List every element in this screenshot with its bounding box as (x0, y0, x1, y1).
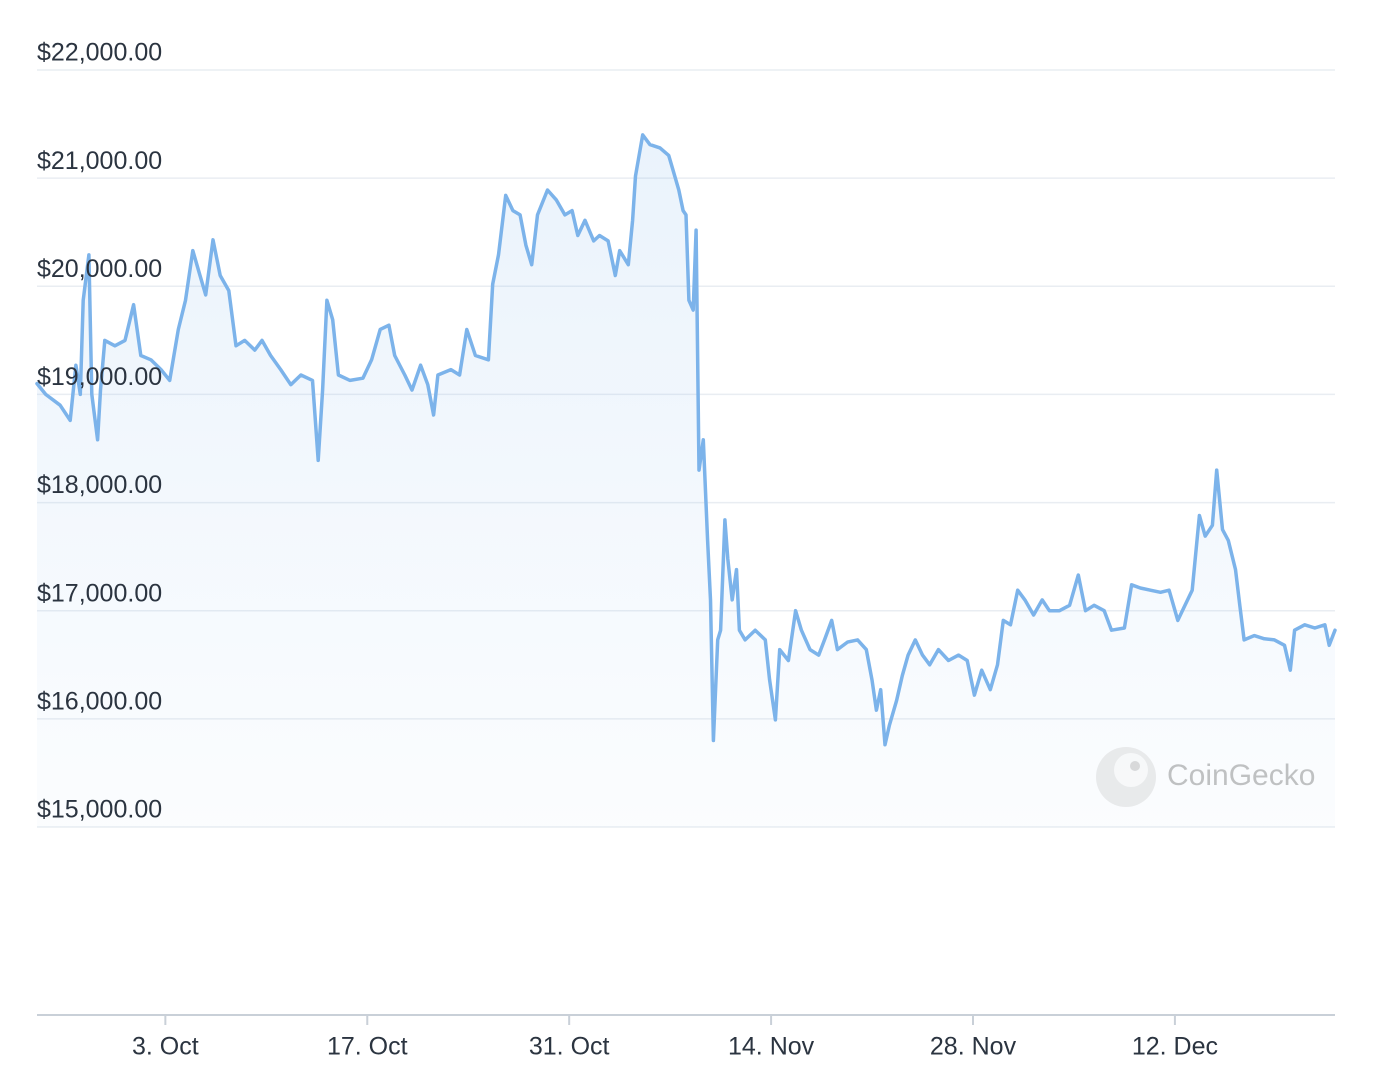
y-tick-label: $16,000.00 (37, 687, 162, 715)
y-tick-label: $20,000.00 (37, 255, 162, 283)
price-line (35, 133, 1337, 747)
x-tick-label: 12. Dec (1132, 1033, 1218, 1061)
y-tick-label: $17,000.00 (37, 579, 162, 607)
watermark: CoinGecko (1167, 759, 1315, 792)
area-fill (37, 134, 1335, 827)
y-tick-label: $22,000.00 (37, 39, 162, 67)
y-tick-label: $15,000.00 (37, 796, 162, 824)
watermark-group: CoinGecko (1096, 747, 1315, 807)
x-tick-label: 14. Nov (728, 1033, 815, 1061)
watermark-logo-eye (1130, 761, 1140, 771)
y-tick-label: $21,000.00 (37, 147, 162, 175)
x-tick-label: 31. Oct (529, 1033, 610, 1061)
axis-layer: $15,000.00 $16,000.00 $17,000.00 $18,000.00… (37, 39, 1335, 1061)
plot-layer (35, 133, 1337, 827)
y-tick-label: $19,000.00 (37, 363, 162, 391)
watermark-logo (1096, 747, 1156, 807)
x-tick-label: 3. Oct (132, 1033, 199, 1061)
x-tick-label: 17. Oct (327, 1033, 408, 1061)
x-tick-label: 28. Nov (930, 1033, 1017, 1061)
watermark-logo-inner (1114, 753, 1148, 787)
y-tick-label: $18,000.00 (37, 471, 162, 499)
